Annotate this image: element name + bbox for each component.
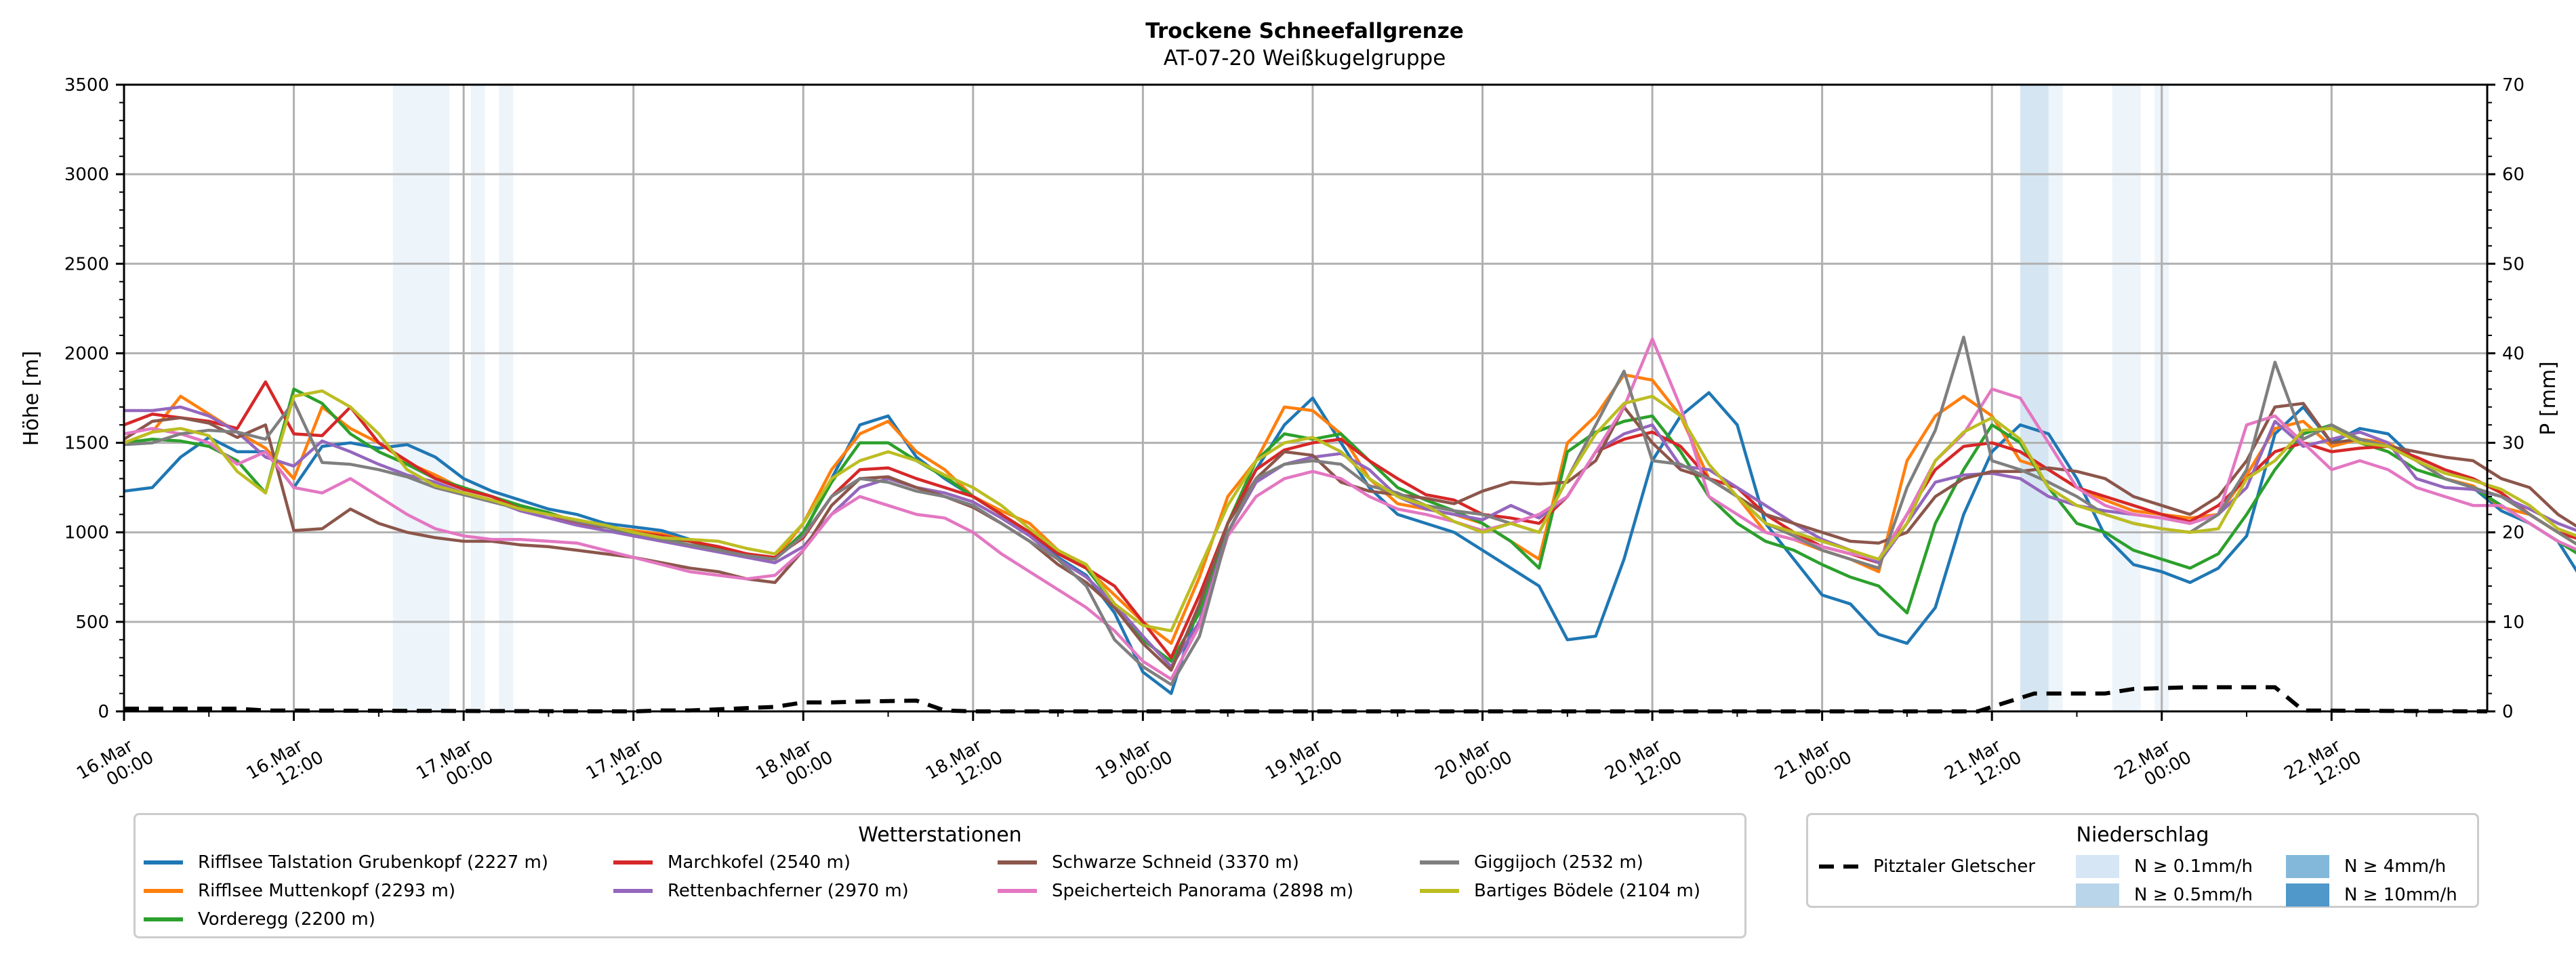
line-swatch <box>998 889 1037 893</box>
series-line <box>123 391 2576 695</box>
precip-band <box>392 85 450 711</box>
line-swatch <box>1420 860 1459 865</box>
legend-label: Speicherteich Panorama (2898 m) <box>1052 881 1354 901</box>
legend-item-station: Rifflsee Muttenkopf (2293 m) <box>144 877 455 904</box>
legend-item-station: Bartiges Bödele (2104 m) <box>1420 877 1700 904</box>
legend-label: Rettenbachferner (2970 m) <box>668 881 909 901</box>
y-tick-label: 500 <box>75 612 109 633</box>
y2-tick-label: 30 <box>2502 434 2524 454</box>
y-tick-label: 1500 <box>64 434 109 454</box>
y2-tick-label: 60 <box>2502 165 2524 185</box>
y-axis-label: Höhe [m] <box>20 351 43 446</box>
series-line <box>123 389 2576 633</box>
line-swatch <box>613 860 653 865</box>
y2-tick-label: 10 <box>2502 612 2524 633</box>
y2-tick-label: 50 <box>2502 254 2524 274</box>
chart-subtitle: AT-07-20 Weißkugelgruppe <box>1164 46 1446 70</box>
legend-item-precip-level: N ≥ 0.1mm/h <box>2076 853 2253 880</box>
y-tick-label: 2000 <box>64 343 109 364</box>
legend-label: Bartiges Bödele (2104 m) <box>1474 881 1700 901</box>
color-swatch <box>2286 883 2329 907</box>
y2-tick-label: 0 <box>2502 702 2514 722</box>
line-swatch <box>998 860 1037 865</box>
legend-label: N ≥ 4mm/h <box>2344 856 2447 877</box>
legend-item-precip-line: Pitztaler Gletscher <box>1819 853 2035 880</box>
dashed-line-swatch <box>1819 865 1858 869</box>
legend-precip-title: Niederschlag <box>2076 823 2209 847</box>
legend-label: Marchkofel (2540 m) <box>668 852 851 873</box>
legend-item-station: Schwarze Schneid (3370 m) <box>998 849 1299 876</box>
line-swatch <box>1420 889 1459 893</box>
y-tick-label: 1000 <box>64 523 109 543</box>
color-swatch <box>2076 855 2119 878</box>
plot-frame <box>123 83 2489 713</box>
y-tick-label: 3000 <box>64 165 109 185</box>
legend-label: N ≥ 0.1mm/h <box>2134 856 2253 877</box>
legend-stations: Wetterstationen Rifflsee Talstation Grub… <box>134 813 1746 938</box>
y-tick-label: 3500 <box>64 75 109 96</box>
line-swatch <box>144 860 183 865</box>
axes: 0 500 1000 1500 2000 2500 3000 3500 0 10 20 30 40 50 6… <box>64 75 2524 791</box>
legend-item-precip-level: N ≥ 4mm/h <box>2286 853 2446 880</box>
color-swatch <box>2286 855 2329 878</box>
series-lines <box>123 335 2576 714</box>
legend-label: Rifflsee Talstation Grubenkopf (2227 m) <box>198 852 549 873</box>
legend-precip: Niederschlag Pitztaler Gletscher N ≥ 0.1… <box>1806 813 2479 908</box>
series-line <box>124 405 2576 669</box>
legend-item-station: Speicherteich Panorama (2898 m) <box>998 877 1353 904</box>
legend-stations-title: Wetterstationen <box>858 823 1022 847</box>
y2-axis-label: P [mm] <box>2537 361 2560 435</box>
precip-bands <box>392 85 2169 711</box>
series-line <box>123 373 2576 645</box>
legend-label: Pitztaler Gletscher <box>1873 856 2036 877</box>
line-swatch <box>613 889 653 893</box>
legend-item-station: Marchkofel (2540 m) <box>613 849 851 876</box>
precip-band <box>499 85 514 711</box>
color-swatch <box>2076 883 2119 907</box>
legend-item-station: Giggijoch (2532 m) <box>1420 849 1643 876</box>
line-swatch <box>144 917 183 921</box>
legend-item-station: Vorderegg (2200 m) <box>144 906 375 933</box>
legend-item-precip-level: N ≥ 10mm/h <box>2286 881 2457 909</box>
precip-band <box>2112 85 2141 711</box>
precip-band <box>2048 85 2063 711</box>
y-tick-label: 2500 <box>64 254 109 274</box>
y2-tick-label: 70 <box>2502 75 2524 96</box>
y2-tick-label: 20 <box>2502 523 2524 543</box>
legend-label: Giggijoch (2532 m) <box>1474 852 1643 873</box>
y2-tick-label: 40 <box>2502 343 2524 364</box>
chart-title: Trockene Schneefallgrenze <box>1145 19 1464 43</box>
legend-label: Vorderegg (2200 m) <box>198 909 375 930</box>
precip-band <box>470 85 485 711</box>
y-tick-label: 0 <box>98 702 109 722</box>
precip-band <box>2020 85 2049 711</box>
legend-label: Rifflsee Muttenkopf (2293 m) <box>198 881 456 901</box>
legend-label: Schwarze Schneid (3370 m) <box>1052 852 1299 873</box>
series-line <box>123 388 2576 663</box>
legend-item-precip-level: N ≥ 0.5mm/h <box>2076 881 2253 909</box>
line-swatch <box>144 889 183 893</box>
series-line <box>123 337 2576 681</box>
legend-label: N ≥ 0.5mm/h <box>2134 885 2253 905</box>
legend-item-station: Rettenbachferner (2970 m) <box>613 877 909 904</box>
legend-item-station: Rifflsee Talstation Grubenkopf (2227 m) <box>144 849 548 876</box>
legend-label: N ≥ 10mm/h <box>2344 885 2457 905</box>
